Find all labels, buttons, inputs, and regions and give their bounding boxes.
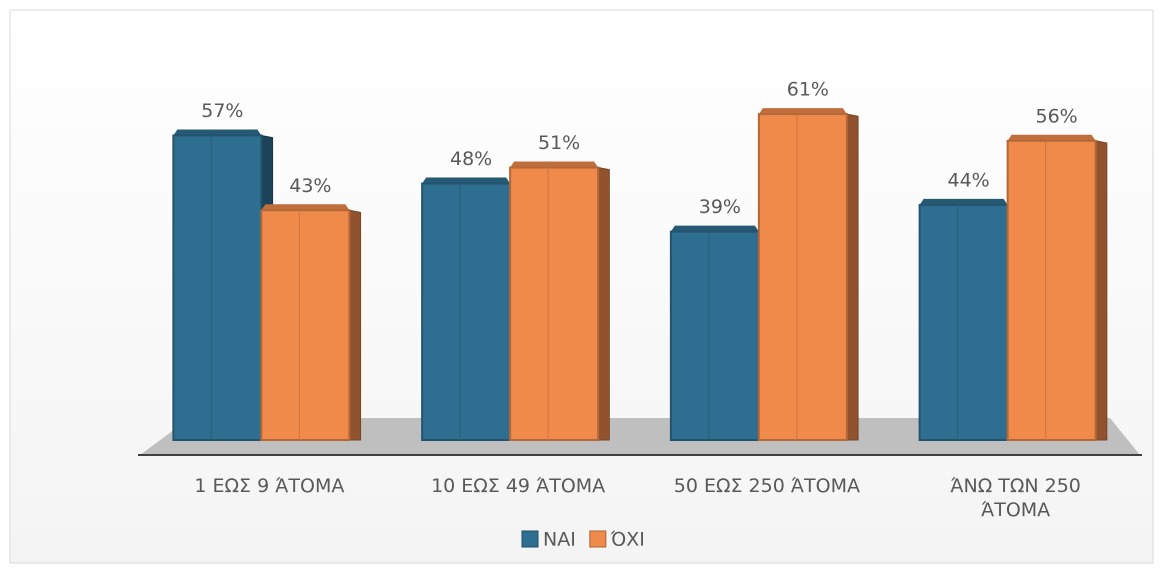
bar-top	[670, 225, 759, 232]
data-label: 56%	[1036, 105, 1078, 127]
floor	[140, 418, 1140, 455]
bar	[421, 182, 512, 442]
bar-side	[1095, 140, 1108, 441]
data-label: 39%	[699, 196, 741, 218]
bar	[1006, 139, 1097, 442]
data-label: 48%	[450, 148, 492, 170]
legend-label: ΝΑΙ	[543, 529, 576, 551]
legend-swatch	[589, 530, 607, 548]
bar-top	[261, 204, 350, 211]
bar-top	[919, 198, 1008, 205]
bar-side	[348, 209, 362, 441]
legend-swatch	[521, 530, 539, 548]
bar-side	[846, 113, 859, 441]
x-tick-label: 1 ΕΩΣ 9 ΆΤΟΜΑ	[194, 475, 345, 497]
bar	[918, 203, 1009, 441]
bar-top	[510, 161, 599, 168]
data-label: 44%	[948, 169, 990, 191]
bar-top	[758, 108, 847, 115]
bar	[757, 113, 848, 441]
data-label: 51%	[538, 132, 580, 154]
bar-side	[597, 166, 610, 441]
data-label: 61%	[787, 79, 829, 101]
x-tick-label: ΆΝΩ ΤΩΝ 250 ΆΤΟΜΑ	[950, 475, 1081, 521]
bar-top	[422, 177, 511, 184]
bar	[260, 209, 351, 441]
x-tick-label: 10 ΕΩΣ 49 ΆΤΟΜΑ	[431, 475, 606, 497]
bar	[172, 134, 263, 441]
data-label: 57%	[201, 100, 243, 122]
legend-label: ΌΧΙ	[610, 529, 645, 551]
bar-top	[173, 129, 262, 136]
data-label: 43%	[289, 175, 331, 197]
bar	[669, 230, 760, 441]
bar-top	[1007, 134, 1096, 141]
bar	[509, 166, 600, 441]
x-tick-label: 50 ΕΩΣ 250 ΆΤΟΜΑ	[673, 475, 860, 497]
